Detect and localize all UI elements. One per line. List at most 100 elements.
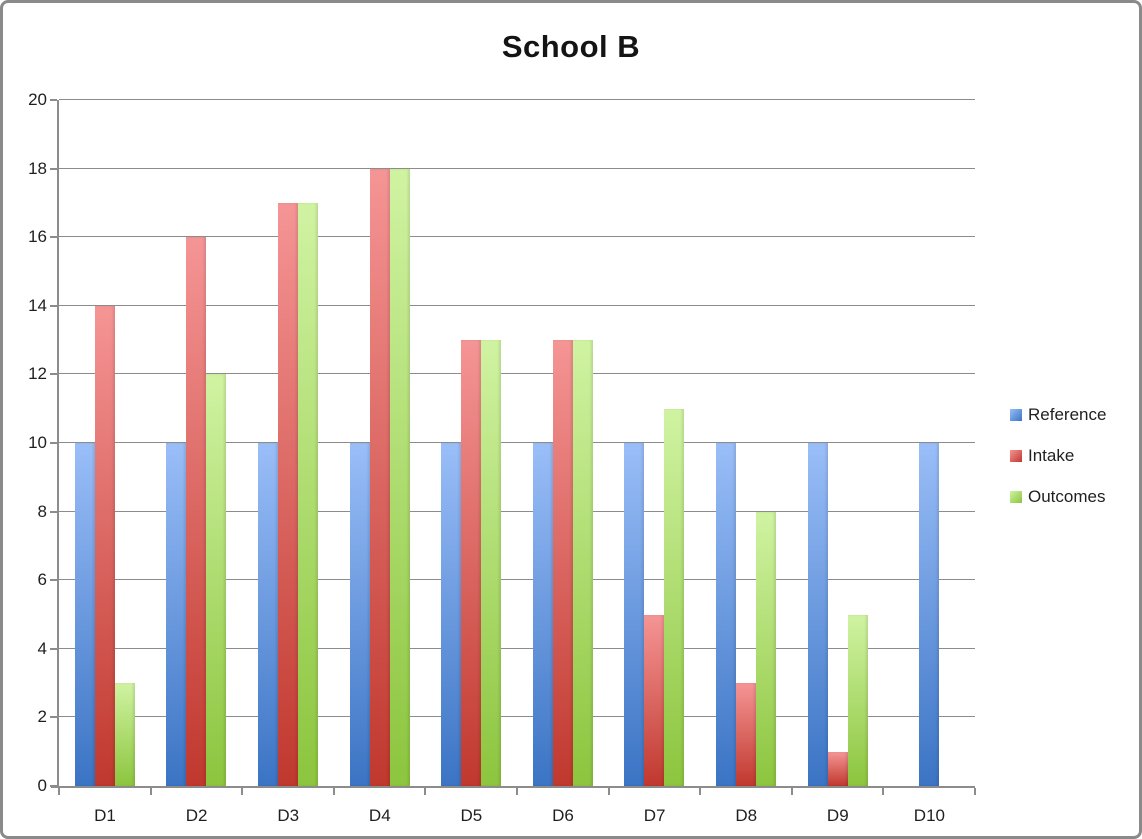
plot-area: [50, 99, 976, 795]
y-tick-16: [50, 236, 57, 239]
y-tick-0: [50, 785, 57, 787]
y-axis-label-14: 14: [28, 295, 47, 315]
y-tick-10: [50, 442, 57, 444]
y-axis-line: [57, 100, 59, 786]
bar-outcomes-D5: [481, 340, 502, 786]
x-axis-label-D1: D1: [94, 806, 116, 825]
intake-legend-marker-icon: [1010, 450, 1022, 462]
y-tick-4: [50, 647, 57, 650]
y-tick-18: [50, 167, 57, 170]
bar-group-D4: [334, 100, 426, 786]
legend-entry-reference: Reference: [1010, 405, 1106, 425]
bar-reference-D9: [807, 443, 828, 786]
bar-reference-D2: [166, 443, 187, 786]
bar-reference-D6: [532, 443, 553, 786]
bar-intake-D3: [277, 202, 298, 786]
legend-label-outcomes: Outcomes: [1028, 487, 1106, 506]
bar-outcomes-D2: [206, 374, 227, 786]
y-axis-label-10: 10: [28, 433, 47, 452]
bar-intake-D8: [735, 683, 756, 786]
bar-group-D3: [242, 100, 334, 786]
x-axis-label-D9: D9: [826, 806, 849, 825]
legend-label-intake: Intake: [1028, 446, 1075, 465]
bar-group-D7: [609, 100, 701, 786]
legend-label-reference: Reference: [1028, 405, 1107, 424]
legend: Reference Intake Outcomes: [1010, 405, 1106, 528]
x-tick-3: [332, 788, 335, 795]
y-axis-label-12: 12: [28, 364, 47, 384]
bar-group-D5: [425, 100, 517, 786]
bar-reference-D8: [715, 443, 736, 786]
gridline-y-8: [59, 510, 975, 512]
x-tick-7: [699, 788, 702, 795]
y-tick-2: [50, 716, 57, 719]
bar-group-D10: [883, 100, 975, 786]
x-tick-5: [516, 788, 518, 795]
y-axis-label-18: 18: [28, 158, 47, 178]
x-axis-label-D8: D8: [735, 806, 758, 825]
y-axis-label-2: 2: [37, 707, 47, 727]
x-axis-line: [51, 786, 975, 788]
y-axis-label-8: 8: [37, 501, 47, 521]
bar-reference-D4: [349, 443, 370, 786]
x-tick-8: [790, 788, 793, 795]
gridline-y-20: [59, 99, 975, 100]
x-axis-label-D7: D7: [643, 806, 666, 825]
bar-intake-D6: [552, 340, 573, 786]
bar-intake-D4: [369, 168, 390, 786]
bar-group-D8: [700, 100, 792, 786]
x-tick-2: [241, 788, 244, 795]
x-axis-label-D2: D2: [185, 806, 208, 825]
x-tick-1: [149, 788, 152, 795]
bar-group-D9: [792, 100, 884, 786]
bar-outcomes-D8: [755, 511, 776, 786]
bar-group-D1: [59, 100, 151, 786]
x-tick-0: [58, 788, 60, 795]
gridline-y-10: [59, 442, 975, 443]
y-axis-label-4: 4: [37, 638, 47, 658]
x-axis-label-D4: D4: [368, 806, 391, 825]
chart-title: School B: [501, 29, 641, 64]
gridline-y-2: [59, 716, 975, 718]
x-tick-10: [974, 788, 976, 795]
bar-outcomes-D1: [114, 683, 135, 786]
legend-entry-intake: Intake: [1010, 446, 1106, 466]
gridline-y-4: [59, 647, 975, 649]
y-axis-label-0: 0: [37, 776, 47, 795]
x-axis-label-D10: D10: [913, 806, 945, 825]
reference-legend-marker-icon: [1010, 409, 1022, 421]
gridline-y-6: [59, 579, 975, 581]
x-tick-4: [424, 788, 427, 795]
bar-outcomes-D4: [389, 168, 410, 786]
x-tick-9: [882, 788, 885, 795]
bar-intake-D9: [827, 751, 848, 786]
bar-group-D6: [517, 100, 609, 786]
legend-entry-outcomes: Outcomes: [1010, 487, 1106, 507]
y-tick-8: [50, 510, 57, 513]
x-axis-label-D6: D6: [552, 806, 574, 825]
bar-outcomes-D9: [847, 614, 868, 786]
bar-reference-D10: [919, 443, 940, 786]
x-axis-label-D5: D5: [460, 806, 483, 825]
bar-reference-D3: [257, 443, 278, 786]
x-axis-label-D3: D3: [277, 806, 300, 825]
bar-intake-D5: [461, 340, 482, 786]
bar-outcomes-D6: [572, 340, 593, 786]
y-tick-14: [50, 304, 57, 307]
gridline-y-12: [59, 373, 975, 375]
bar-intake-D7: [644, 614, 665, 786]
bar-outcomes-D3: [297, 202, 318, 786]
bar-reference-D7: [624, 443, 645, 786]
y-tick-12: [50, 373, 57, 376]
outcomes-legend-marker-icon: [1010, 491, 1022, 503]
bar-reference-D1: [74, 443, 95, 786]
x-tick-6: [607, 788, 610, 795]
gridline-y-18: [59, 167, 975, 169]
y-tick-20: [50, 99, 57, 101]
bar-reference-D5: [441, 443, 462, 786]
bar-outcomes-D7: [664, 408, 685, 786]
y-tick-6: [50, 579, 57, 582]
y-axis-label-6: 6: [37, 570, 47, 590]
y-axis-label-20: 20: [28, 90, 47, 109]
